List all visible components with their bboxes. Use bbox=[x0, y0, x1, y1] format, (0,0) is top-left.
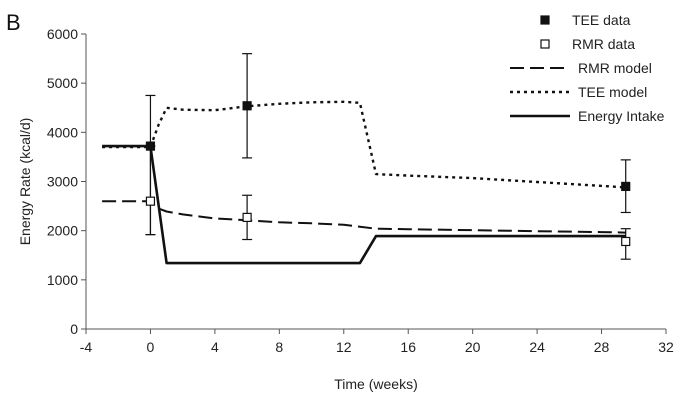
y-tick-label: 2000 bbox=[47, 223, 78, 239]
legend-marker-rmr-data bbox=[540, 39, 550, 49]
x-tick-label: -4 bbox=[80, 339, 93, 355]
rmr-data-point bbox=[145, 196, 156, 206]
x-tick-label: 12 bbox=[336, 339, 352, 355]
legend-marker-tee-data bbox=[540, 15, 550, 25]
series-layer bbox=[102, 53, 631, 265]
x-axis-title: Time (weeks) bbox=[334, 376, 418, 392]
legend-label-tee-data: TEE data bbox=[572, 12, 631, 28]
y-tick-label: 6000 bbox=[47, 26, 78, 42]
legend: TEE data RMR data RMR model TEE model Energy… bbox=[510, 12, 665, 124]
tee-data-point bbox=[621, 181, 631, 192]
x-tick-label: 32 bbox=[658, 339, 674, 355]
y-axis-title: Energy Rate (kcal/d) bbox=[17, 118, 33, 246]
legend-label-rmr-model: RMR model bbox=[578, 60, 652, 76]
legend-label-energy-intake: Energy Intake bbox=[578, 108, 665, 124]
legend-label-rmr-data: RMR data bbox=[572, 36, 635, 52]
panel-label: B bbox=[6, 10, 21, 35]
legend-label-tee-model: TEE model bbox=[578, 84, 647, 100]
x-tick-label: 24 bbox=[529, 339, 545, 355]
series-line-energy-intake bbox=[102, 144, 626, 265]
y-tick-label: 4000 bbox=[47, 124, 78, 140]
y-tick-label: 3000 bbox=[47, 174, 78, 190]
rmr-data-point bbox=[621, 236, 631, 247]
rmr-data-point bbox=[242, 212, 252, 222]
x-tick-label: 28 bbox=[594, 339, 610, 355]
series-line-rmr-model bbox=[102, 200, 626, 234]
y-tick-label: 0 bbox=[70, 321, 78, 337]
x-tick-label: 4 bbox=[211, 339, 219, 355]
x-tick-label: 8 bbox=[275, 339, 283, 355]
x-tick-label: 16 bbox=[400, 339, 416, 355]
y-tick-label: 5000 bbox=[47, 75, 78, 91]
series-line-tee-model bbox=[102, 100, 626, 189]
x-tick-label: 20 bbox=[465, 339, 481, 355]
x-tick-label: 0 bbox=[147, 339, 155, 355]
y-tick-label: 1000 bbox=[47, 272, 78, 288]
tee-data-point bbox=[242, 101, 252, 111]
